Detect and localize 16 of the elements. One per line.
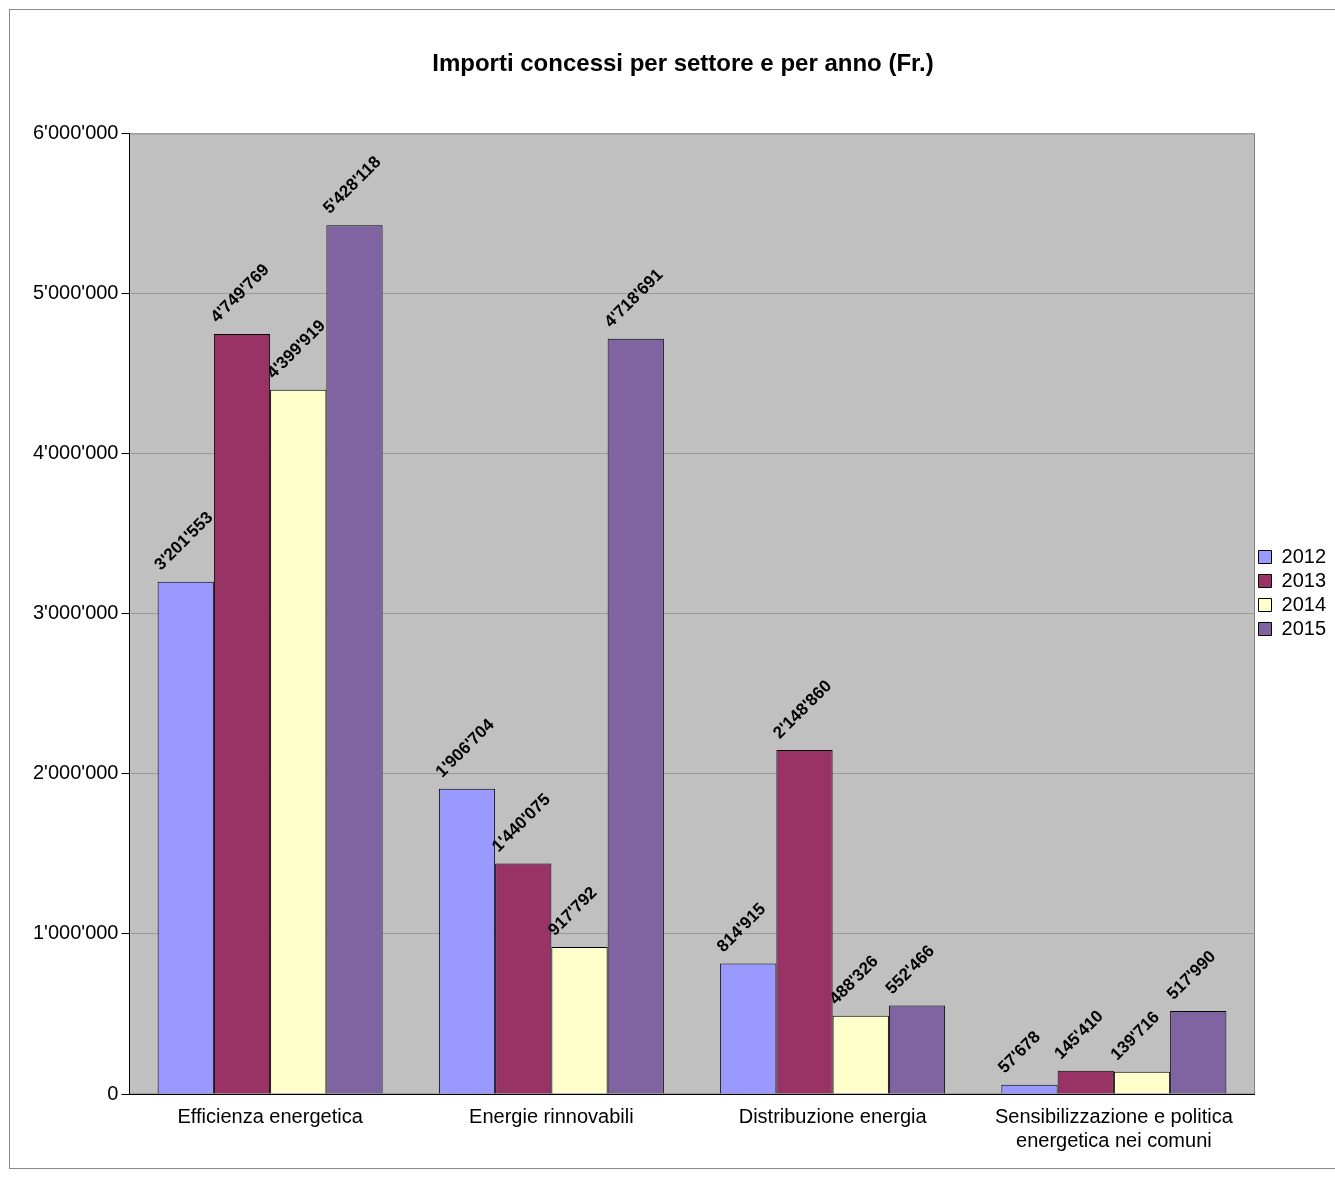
y-tick-label: 1'000'000 bbox=[33, 921, 119, 944]
chart-title: Importi concessi per settore e per anno (Fr.) bbox=[432, 49, 934, 77]
x-tick-label: Energie rinnovabili bbox=[469, 1104, 634, 1127]
legend-label: 2012 bbox=[1281, 544, 1327, 567]
y-tick-label: 5'000'000 bbox=[33, 281, 119, 304]
x-tick-label: Distribuzione energia bbox=[738, 1104, 928, 1127]
y-tick-label: 4'000'000 bbox=[33, 441, 119, 464]
x-tick-label: Efficienza energetica bbox=[177, 1104, 364, 1127]
y-tick-label: 3'000'000 bbox=[33, 601, 119, 624]
y-tick-label: 0 bbox=[107, 1081, 119, 1104]
y-tick-label: 6'000'000 bbox=[33, 121, 119, 144]
legend-label: 2015 bbox=[1281, 616, 1327, 639]
legend-label: 2014 bbox=[1281, 592, 1327, 615]
legend-label: 2013 bbox=[1281, 568, 1327, 591]
x-tick-label: Sensibilizzazione e politica energetica nei comuni bbox=[994, 1104, 1234, 1151]
y-tick-label: 2'000'000 bbox=[33, 761, 119, 784]
